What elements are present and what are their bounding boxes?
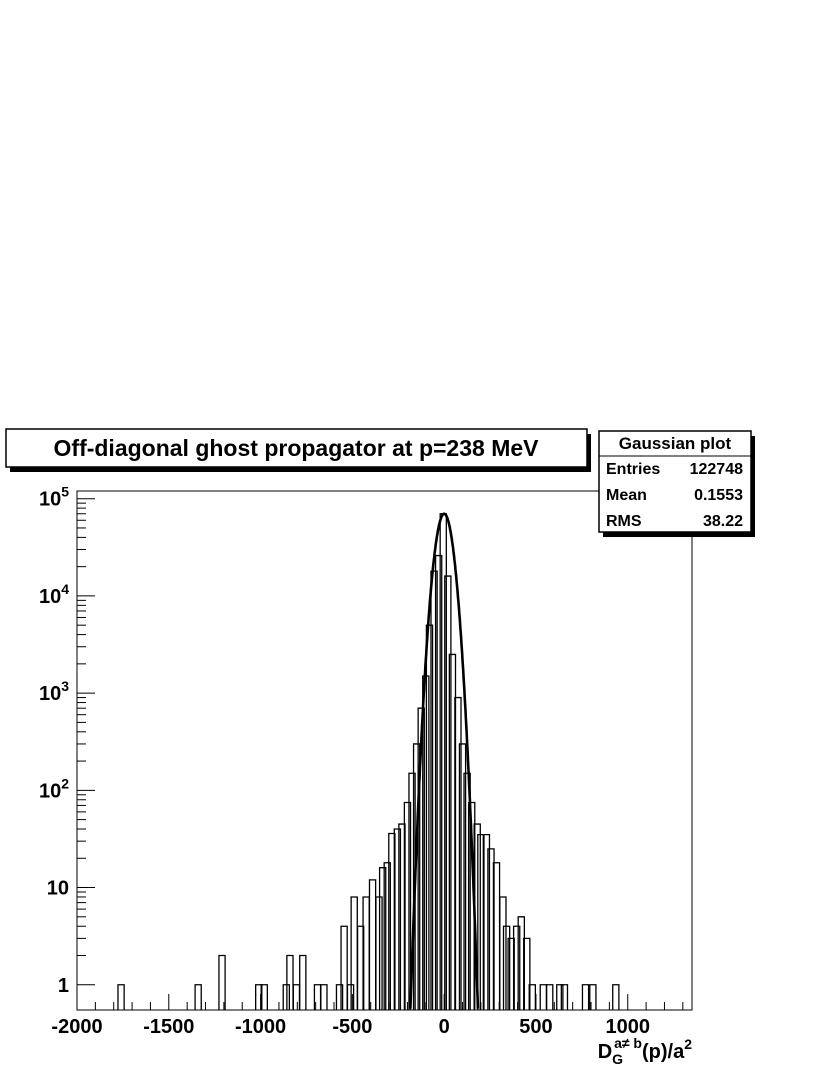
histogram-bars: [117, 513, 620, 1010]
stats-label-mean: Mean: [606, 487, 647, 504]
x-tick-label: 0: [439, 1016, 450, 1038]
gaussian-fit: [409, 512, 480, 1009]
histogram-bin: [335, 984, 344, 1010]
histogram-bin: [458, 743, 467, 1010]
histogram-bin: [218, 954, 226, 1010]
histogram-bin: [117, 984, 125, 1010]
histogram-bin: [482, 834, 491, 1010]
histogram-bin: [393, 828, 402, 1010]
stats-value-rms: 38.22: [703, 513, 743, 530]
y-tick-label: 104: [39, 581, 69, 608]
histogram-bin: [523, 937, 531, 1010]
y-tick-label: 102: [39, 775, 69, 802]
y-tick-label: 1: [58, 975, 69, 997]
y-tick-label: 10: [47, 878, 69, 900]
y-tick-label: 105: [39, 484, 69, 511]
x-tick-label: -500: [332, 1016, 372, 1038]
histogram-bin: [417, 707, 425, 1010]
gaussian-fit-curve: [409, 512, 480, 1009]
x-tick-label: 500: [519, 1016, 552, 1038]
axes: -2000 -1500 -1000 -500 0 500 1000 1 10 102 103 104 1…: [39, 484, 684, 1038]
histogram-bin: [545, 984, 554, 1010]
x-tick-label: -2000: [51, 1016, 102, 1038]
stats-value-mean: 0.1553: [694, 487, 743, 504]
histogram-bin: [194, 984, 202, 1010]
histogram-bin: [368, 879, 377, 1010]
stats-label-entries: Entries: [606, 461, 660, 478]
histogram-bin: [340, 925, 348, 1010]
chart-title: Off-diagonal ghost propagator at p=238 M…: [54, 435, 540, 461]
histogram-bin: [425, 624, 434, 1010]
stats-box: Gaussian plot Entries 122748 Mean 0.1553…: [598, 430, 755, 537]
histogram-bin: [378, 867, 387, 1010]
x-axis-label: DGa≠ b(p)/a2: [598, 1035, 692, 1067]
stats-title: Gaussian plot: [619, 434, 732, 453]
stats-value-entries: 122748: [690, 461, 743, 478]
y-tick-label: 103: [39, 678, 69, 705]
x-tick-label: -1000: [235, 1016, 286, 1038]
histogram-bin: [612, 984, 620, 1010]
histogram-bin: [299, 954, 307, 1010]
histogram-bin: [292, 984, 301, 1010]
x-tick-label: -1500: [143, 1016, 194, 1038]
histogram-bin: [499, 896, 507, 1010]
histogram-bin: [383, 862, 391, 1010]
histogram-bin: [502, 925, 511, 1010]
histogram-bin: [512, 925, 521, 1010]
histogram-bin: [463, 772, 471, 1010]
histogram-bin: [539, 984, 548, 1010]
histogram-bin: [556, 984, 564, 1010]
histogram-bin: [528, 984, 537, 1010]
histogram-bin: [412, 743, 421, 1010]
x-tick-label: 1000: [605, 1016, 650, 1038]
histogram-bin: [581, 984, 590, 1010]
histogram-bin: [260, 984, 268, 1010]
histogram-bin: [560, 984, 569, 1010]
histogram-bin: [286, 954, 294, 1010]
histogram-bin: [430, 570, 438, 1010]
histogram-bin: [434, 554, 443, 1010]
histogram-bin: [403, 801, 412, 1010]
stats-label-rms: RMS: [606, 513, 642, 530]
histogram-bin: [320, 984, 328, 1010]
title-box: Off-diagonal ghost propagator at p=238 M…: [5, 428, 591, 472]
histogram-bin: [454, 696, 462, 1010]
histogram-bin: [589, 984, 597, 1010]
histogram-bin: [444, 575, 452, 1010]
